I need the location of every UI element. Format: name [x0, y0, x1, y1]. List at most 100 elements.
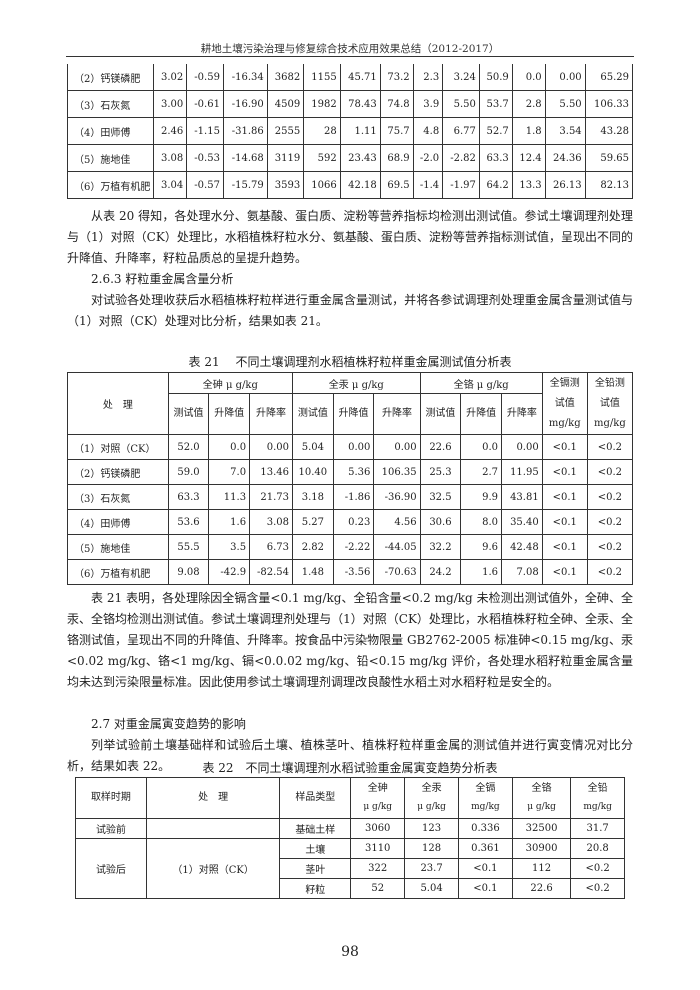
table-cell: 64.2 [478, 171, 513, 199]
table-cell: 32500 [511, 818, 572, 839]
table-cell: <0.1 [541, 559, 588, 585]
column-header: 处 理 [145, 777, 281, 819]
table-cell: <0.2 [570, 858, 625, 879]
subheader-change: 升降值 [332, 393, 375, 435]
table-cell: 78.43 [339, 90, 381, 118]
table-cell: 1.48 [291, 559, 334, 585]
table-cell: 322 [350, 858, 406, 879]
table-cell: -1.97 [442, 171, 480, 199]
table-cell: 23.7 [404, 858, 460, 879]
table-cell: <0.1 [541, 459, 588, 485]
table-cell: -0.61 [186, 90, 224, 118]
table-cell: 5.27 [291, 509, 334, 535]
table-cell: -82.54 [249, 559, 293, 585]
subheader-test: 测试值 [167, 393, 210, 435]
table-cell: 52 [350, 878, 406, 899]
treatment [145, 818, 281, 839]
subheader-test: 测试值 [419, 393, 462, 435]
table-cell: 2.3 [412, 64, 444, 91]
column-header: 全汞 μ g/kg [404, 777, 460, 819]
table-cell: -2.22 [332, 534, 375, 560]
paragraph: 列举试验前土壤基础样和试验后土壤、植株茎叶、植株籽粒样重金属的测试值并进行寅变情… [67, 738, 633, 773]
table-cell: -44.05 [373, 534, 421, 560]
table-cell: 52.7 [478, 117, 513, 145]
table-cell: 73.2 [379, 64, 414, 91]
table-22: 取样时期处 理样品类型 全砷 μ g/kg 全汞 μ g/kg 全镉 mg/kg 全铬 μ g/… [75, 777, 625, 899]
table-cell: 65.29 [584, 64, 634, 91]
table-cell: 1066 [303, 171, 341, 199]
row-label: （6）万植有机肥 [66, 171, 155, 199]
table-cell: 13.3 [511, 171, 546, 199]
table-cell: <0.2 [586, 509, 634, 535]
table-cell: 106.35 [373, 459, 421, 485]
table-cell: 0.336 [458, 818, 513, 839]
table-cell: <0.1 [541, 434, 588, 460]
table-cell: 籽粒 [279, 878, 352, 899]
table-cell: -1.86 [332, 484, 375, 510]
table-cell: 50.9 [478, 64, 513, 91]
subheader-rate: 升降率 [249, 393, 293, 435]
header-cadmium: 全镉测试值 mg/kg [541, 372, 588, 435]
table-cell: 7.0 [208, 459, 251, 485]
paragraph: 从表 20 得知，各处理水分、氨基酸、蛋白质、淀粉等营养指标均检测出测试值。参试… [67, 209, 633, 265]
table-cell: 0.00 [373, 434, 421, 460]
table-cell: 52.0 [167, 434, 210, 460]
table-cell: -36.90 [373, 484, 421, 510]
table-row: （5）施地佳 3.08 -0.53 -14.68 3119 592 23.43 68.9 -2.… [66, 144, 634, 172]
table-cell: 3593 [266, 171, 305, 199]
table-row: （4）田师傅 53.6 1.6 3.08 5.27 0.23 4.56 30.6 8.0 35.4… [67, 509, 634, 535]
table-cell: 4.8 [412, 117, 444, 145]
table-cell: <0.1 [458, 858, 513, 879]
header-treatment: 处 理 [67, 372, 169, 435]
table-cell: -1.4 [412, 171, 444, 199]
table-cell: 25.3 [419, 459, 462, 485]
table-cell: 24.2 [419, 559, 462, 585]
table-cell: 0.361 [458, 838, 513, 859]
table-cell: 0.00 [249, 434, 293, 460]
table-cell: 43.81 [501, 484, 543, 510]
table-cell: 4.56 [373, 509, 421, 535]
table-cell: <0.2 [586, 534, 634, 560]
table-cell: 2.8 [511, 90, 546, 118]
table-cell: 7.08 [501, 559, 543, 585]
table-cell: 28 [303, 117, 341, 145]
column-header: 取样时期 [75, 777, 147, 819]
table-cell: -15.79 [222, 171, 268, 199]
table-row: 试验前 基础土样 3060 123 0.336 32500 31.7 [75, 818, 625, 839]
table-cell: 128 [404, 838, 460, 859]
row-label: （5）施地佳 [66, 144, 155, 172]
table-cell: 35.40 [501, 509, 543, 535]
table-cell: 0.00 [501, 434, 543, 460]
table-cell: -1.15 [186, 117, 224, 145]
row-label: （3）石灰氮 [67, 484, 169, 510]
sampling-period: 试验后 [75, 838, 147, 899]
table-cell: 22.6 [511, 878, 572, 899]
table-cell: 30.6 [419, 509, 462, 535]
paragraph: 对试验各处理收获后水稻植株籽粒样进行重金属含量测试，并将各参试调理剂处理重金属含… [67, 293, 633, 328]
table-cell: 2.46 [153, 117, 188, 145]
table-cell: 5.50 [442, 90, 480, 118]
table-cell: 9.08 [167, 559, 210, 585]
header-element: 全铬 [531, 783, 552, 794]
table-cell: 3.18 [291, 484, 334, 510]
table-cell: 3.08 [249, 509, 293, 535]
header-element: 全铅 [587, 783, 608, 794]
header-arsenic: 全砷 μ g/kg [167, 372, 293, 394]
table-cell: 11.95 [501, 459, 543, 485]
table-cell: 592 [303, 144, 341, 172]
table-cell: 106.33 [584, 90, 634, 118]
table-cell: -16.90 [222, 90, 268, 118]
table-row: （3）石灰氮 3.00 -0.61 -16.90 4509 1982 78.43 74.8 3.… [66, 90, 634, 118]
header-divider [66, 56, 634, 57]
table-cell: 112 [511, 858, 572, 879]
table-cell: 0.23 [332, 509, 375, 535]
table-cell: <0.2 [586, 559, 634, 585]
table-row: （1）对照（CK） 52.0 0.0 0.00 5.04 0.00 0.00 22.6 0.0 0… [67, 434, 634, 460]
column-header: 全铬 μ g/kg [511, 777, 572, 819]
table-row: 试验后 （1）对照（CK） 土壤 3110 128 0.361 30900 20.8 [75, 838, 625, 899]
table-cell: 1155 [303, 64, 341, 91]
table-cell: 2555 [266, 117, 305, 145]
column-header: 全铅 mg/kg [570, 777, 625, 819]
sampling-period: 试验前 [75, 818, 147, 839]
header-chromium: 全铬 μ g/kg [419, 372, 543, 394]
